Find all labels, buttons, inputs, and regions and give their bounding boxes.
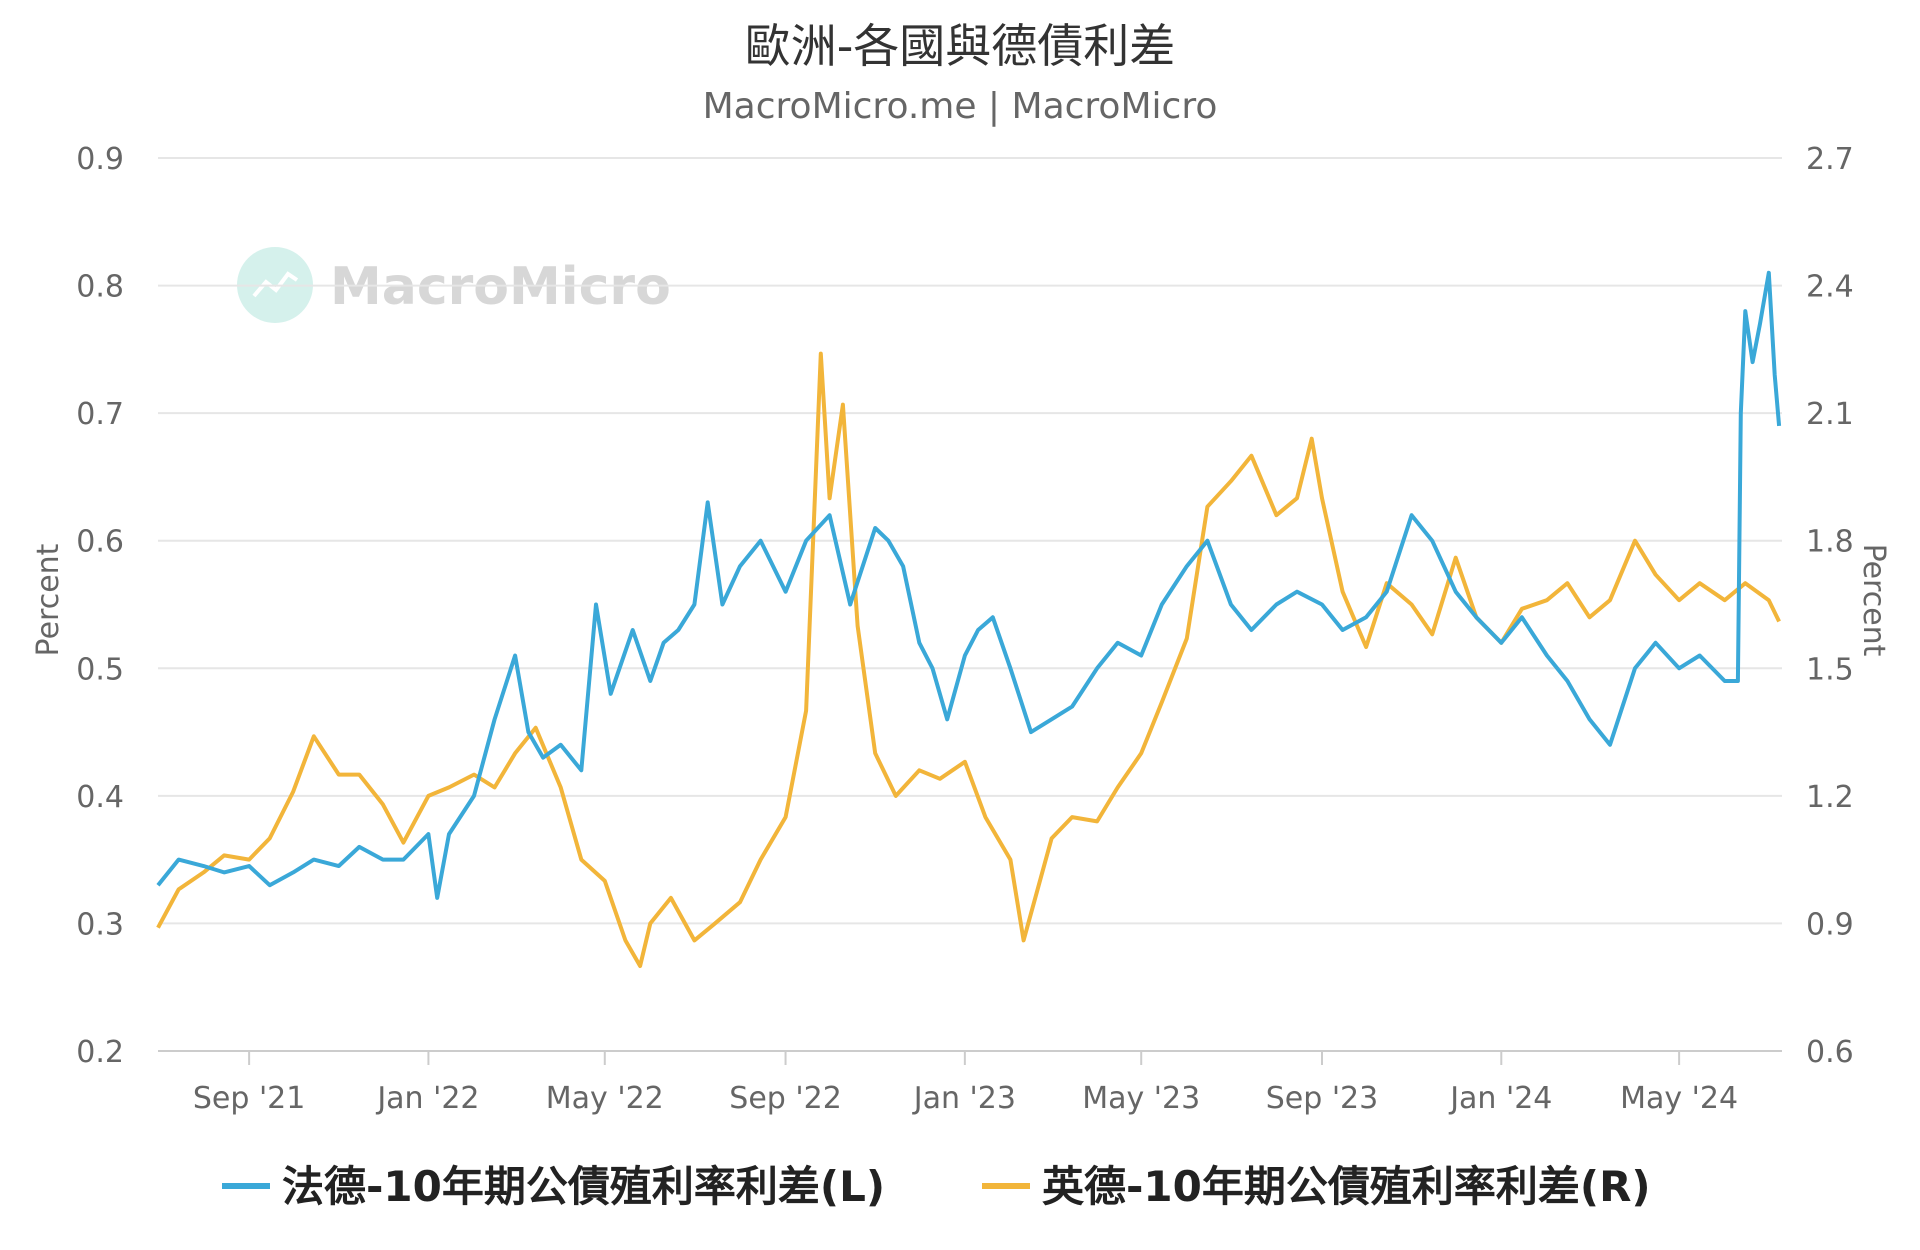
legend[interactable]: 法德-10年期公債殖利率利差(L) 英德-10年期公債殖利率利差(R) [222, 1162, 1651, 1211]
left-tick-label: 0.5 [76, 652, 124, 687]
x-tick-label: May '23 [1082, 1081, 1200, 1116]
right-tick-label: 1.8 [1806, 525, 1854, 560]
x-tick-label: Jan '22 [375, 1081, 479, 1116]
watermark-icon-line [252, 271, 299, 298]
x-tick-label: Sep '22 [729, 1081, 842, 1116]
x-tick-label: May '22 [546, 1081, 664, 1116]
chart-subtitle: MacroMicro.me | MacroMicro [703, 86, 1218, 127]
legend-label-uk-germany[interactable]: 英德-10年期公債殖利率利差(R) [1042, 1162, 1651, 1211]
x-tick-label: Sep '23 [1266, 1081, 1379, 1116]
right-tick-label: 1.2 [1806, 780, 1854, 815]
left-tick-label: 0.9 [76, 142, 124, 177]
right-tick-label: 0.9 [1806, 907, 1854, 942]
watermark-logo: MacroMicro [237, 247, 671, 323]
series-line-uk-germany [156, 351, 1781, 968]
left-tick-label: 0.3 [76, 907, 124, 942]
chart-title: 歐洲-各國與德債利差 [745, 19, 1176, 73]
x-axis: Sep '21 Jan '22 May '22 Sep '22 Jan '23 May '… [158, 1050, 1782, 1116]
right-axis-ticks: 0.6 0.9 1.2 1.5 1.8 2.1 2.4 2.7 [1806, 142, 1854, 1070]
left-tick-label: 0.4 [76, 780, 124, 815]
watermark-text: MacroMicro [330, 257, 671, 317]
left-axis-title: Percent [31, 543, 66, 656]
right-tick-label: 1.5 [1806, 652, 1854, 687]
x-tick-label: May '24 [1620, 1081, 1738, 1116]
series-line-france-germany [156, 270, 1782, 900]
x-tick-label: Jan '23 [912, 1081, 1016, 1116]
x-tick-label: Jan '24 [1448, 1081, 1552, 1116]
left-tick-label: 0.2 [76, 1035, 124, 1070]
right-tick-label: 2.7 [1806, 142, 1854, 177]
legend-label-france-germany[interactable]: 法德-10年期公債殖利率利差(L) [282, 1162, 885, 1211]
left-tick-label: 0.8 [76, 270, 124, 305]
left-tick-label: 0.6 [76, 525, 124, 560]
left-axis-ticks: 0.2 0.3 0.4 0.5 0.6 0.7 0.8 0.9 [76, 142, 124, 1070]
right-tick-label: 2.4 [1806, 270, 1854, 305]
left-tick-label: 0.7 [76, 397, 124, 432]
right-tick-label: 0.6 [1806, 1035, 1854, 1070]
right-axis-title: Percent [1856, 544, 1891, 657]
x-tick-label: Sep '21 [193, 1081, 306, 1116]
right-tick-label: 2.1 [1806, 397, 1854, 432]
